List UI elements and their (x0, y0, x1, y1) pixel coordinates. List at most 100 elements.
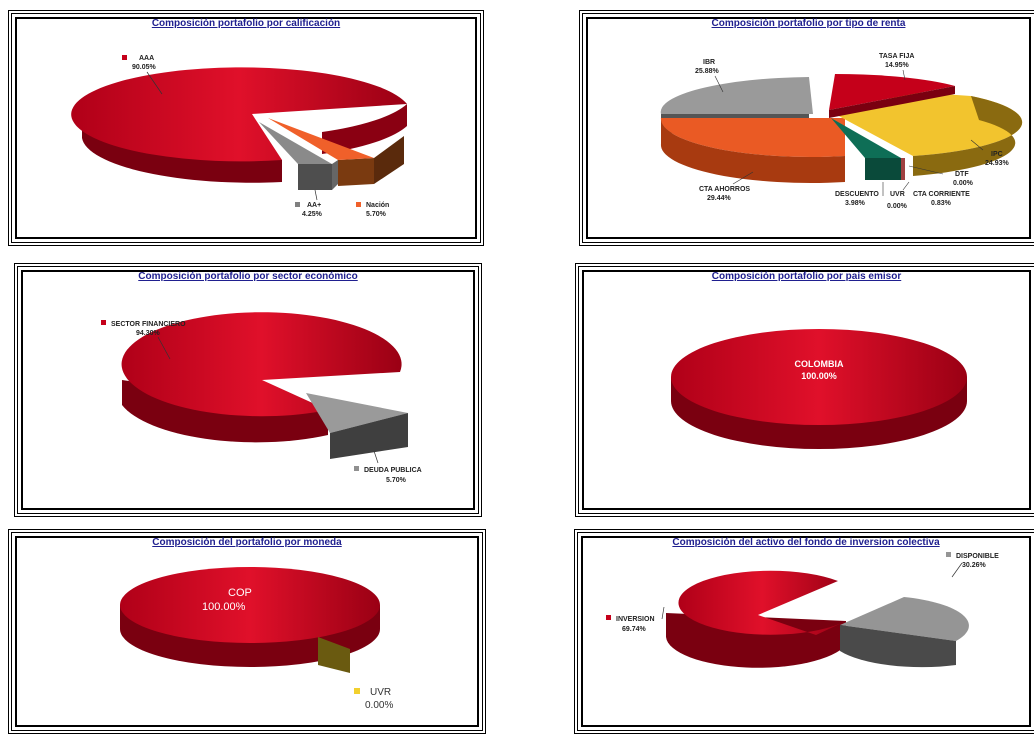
leader-line-aa-plus (314, 189, 318, 201)
label-sector-financiero: SECTOR FINANCIERO (111, 321, 186, 328)
chart-title: Composición portafolio por sector económ… (138, 271, 358, 282)
value-colombia: 100.00% (801, 371, 837, 381)
value-cop: 100.00% (202, 601, 246, 613)
slice-aa-plus (259, 122, 332, 164)
slice-disponible (840, 597, 969, 641)
leader-line-aaa (146, 71, 163, 95)
value-aa-plus: 4.25% (302, 211, 323, 218)
label-nacion: Nación (366, 202, 389, 209)
chart-title: Composición del portafolio por moneda (152, 537, 342, 548)
label-uvr: UVR (890, 191, 905, 198)
chart-title: Composición portafolio por calificación (151, 18, 341, 29)
legend-swatch-inversion (606, 615, 611, 620)
slice-tasa-fija-side (829, 86, 955, 118)
label-cop: COP (228, 587, 252, 599)
pie-chart-tipo-renta: IBR 25.88% TASA FIJA 14.95% IPC 24.93% D… (660, 53, 1023, 210)
chart-panel-calificacion: Composición portafolio por calificación … (8, 10, 484, 246)
slice-deuda-publica-side (330, 413, 408, 459)
value-tasa-fija: 14.95% (885, 62, 910, 69)
legend-swatch-nacion (356, 202, 361, 207)
label-tasa-fija: TASA FIJA (879, 53, 914, 60)
leader-line-dtf (908, 165, 944, 175)
slice-sector-financiero (121, 312, 402, 417)
leader-line-disponible (951, 562, 963, 578)
legend-swatch-aa-plus (295, 202, 300, 207)
slice-deuda-publica (306, 393, 408, 433)
pie-chart-pais: COLOMBIA 100.00% (671, 329, 967, 449)
slice-cop (120, 567, 380, 643)
slice-ibr (660, 77, 813, 114)
slice-aaa (71, 67, 408, 162)
chart-panel-tipo-renta: Composición portafolio por tipo de renta… (579, 10, 1034, 246)
value-aaa: 90.05% (132, 64, 157, 71)
label-ibr: IBR (703, 59, 715, 66)
slice-colombia (671, 329, 967, 425)
leader-line-cta-ahorros (732, 171, 754, 185)
chart-title: Composición del activo del fondo de inve… (672, 537, 940, 548)
slice-descuento (831, 118, 901, 158)
leader-line-sector-financiero (157, 336, 171, 360)
legend-swatch-disponible (946, 552, 951, 557)
slice-cta-ahorros (660, 118, 845, 157)
label-cta-corriente: CTA CORRIENTE (913, 191, 970, 198)
label-cta-ahorros: CTA AHORROS (699, 186, 750, 193)
slice-descuento-side (865, 158, 901, 180)
slice-tasa-fija (829, 74, 955, 110)
slice-nacion (268, 118, 374, 160)
pie-chart-activo: INVERSION 69.74% DISPONIBLE 30.26% (606, 552, 999, 668)
label-inversion: INVERSION (616, 616, 655, 623)
legend-swatch-aaa (122, 55, 127, 60)
chart-panel-pais: Composición portafolio por país emisor C… (575, 263, 1034, 517)
pie-chart-calificacion: AAA 90.05% AA+ 4.25% Nación 5.70% (71, 55, 408, 218)
value-deuda-publica: 5.70% (386, 477, 407, 484)
slice-nacion-side (338, 158, 374, 186)
value-cta-ahorros: 29.44% (707, 195, 732, 202)
label-descuento: DESCUENTO (835, 191, 879, 198)
value-ipc: 24.93% (985, 160, 1010, 167)
label-aaa: AAA (139, 55, 154, 62)
label-deuda-publica: DEUDA PUBLICA (364, 467, 422, 474)
chart-panel-moneda: Composición del portafolio por moneda CO… (8, 529, 486, 734)
slice-aaa-side-right (322, 104, 407, 154)
value-disponible: 30.26% (962, 562, 987, 569)
leader-line-cta-corriente (902, 181, 910, 191)
value-cta-corriente: 0.83% (931, 200, 952, 207)
leader-line-ipc (970, 139, 984, 151)
label-disponible: DISPONIBLE (956, 553, 999, 560)
slice-cta-ahorros-side (660, 118, 845, 183)
label-aa-plus: AA+ (307, 202, 321, 209)
value-sector-financiero: 94.30% (136, 330, 161, 337)
chart-panel-sector: Composición portafolio por sector económ… (14, 263, 482, 517)
slice-cta-corriente (901, 158, 905, 180)
leader-line-inversion (661, 606, 665, 620)
label-ipc: IPC (991, 151, 1003, 158)
leader-line-tasa-fija (902, 69, 906, 81)
value-descuento: 3.98% (845, 200, 866, 207)
pie-chart-moneda: COP 100.00% UVR 0.00% (120, 567, 393, 711)
value-dtf: 0.00% (953, 180, 974, 187)
slice-disponible-side (840, 625, 956, 668)
legend-swatch-sector-financiero (101, 320, 106, 325)
value-uvr: 0.00% (887, 203, 908, 210)
slice-uvr-side (318, 637, 350, 673)
legend-swatch-uvr (354, 688, 360, 694)
label-uvr: UVR (370, 687, 391, 698)
label-colombia: COLOMBIA (795, 359, 844, 369)
legend-swatch-deuda-publica (354, 466, 359, 471)
slice-ipc-side (913, 96, 1023, 176)
leader-line-ibr (714, 75, 724, 93)
label-dtf: DTF (955, 171, 969, 178)
chart-title: Composición portafolio por tipo de renta (711, 18, 906, 29)
slice-nacion-right (374, 136, 404, 184)
value-inversion: 69.74% (622, 626, 647, 633)
value-uvr: 0.00% (365, 700, 393, 711)
slice-inversion (678, 570, 846, 635)
chart-panel-activo: Composición del activo del fondo de inve… (574, 529, 1034, 734)
chart-title: Composición portafolio por país emisor (711, 271, 902, 282)
slice-aa-plus-front (332, 160, 338, 190)
value-nacion: 5.70% (366, 211, 387, 218)
value-ibr: 25.88% (695, 68, 720, 75)
pie-chart-sector: SECTOR FINANCIERO 94.30% DEUDA PUBLICA 5… (101, 312, 422, 484)
leader-line-deuda-publica (373, 450, 379, 464)
slice-aa-plus-side (298, 164, 332, 190)
